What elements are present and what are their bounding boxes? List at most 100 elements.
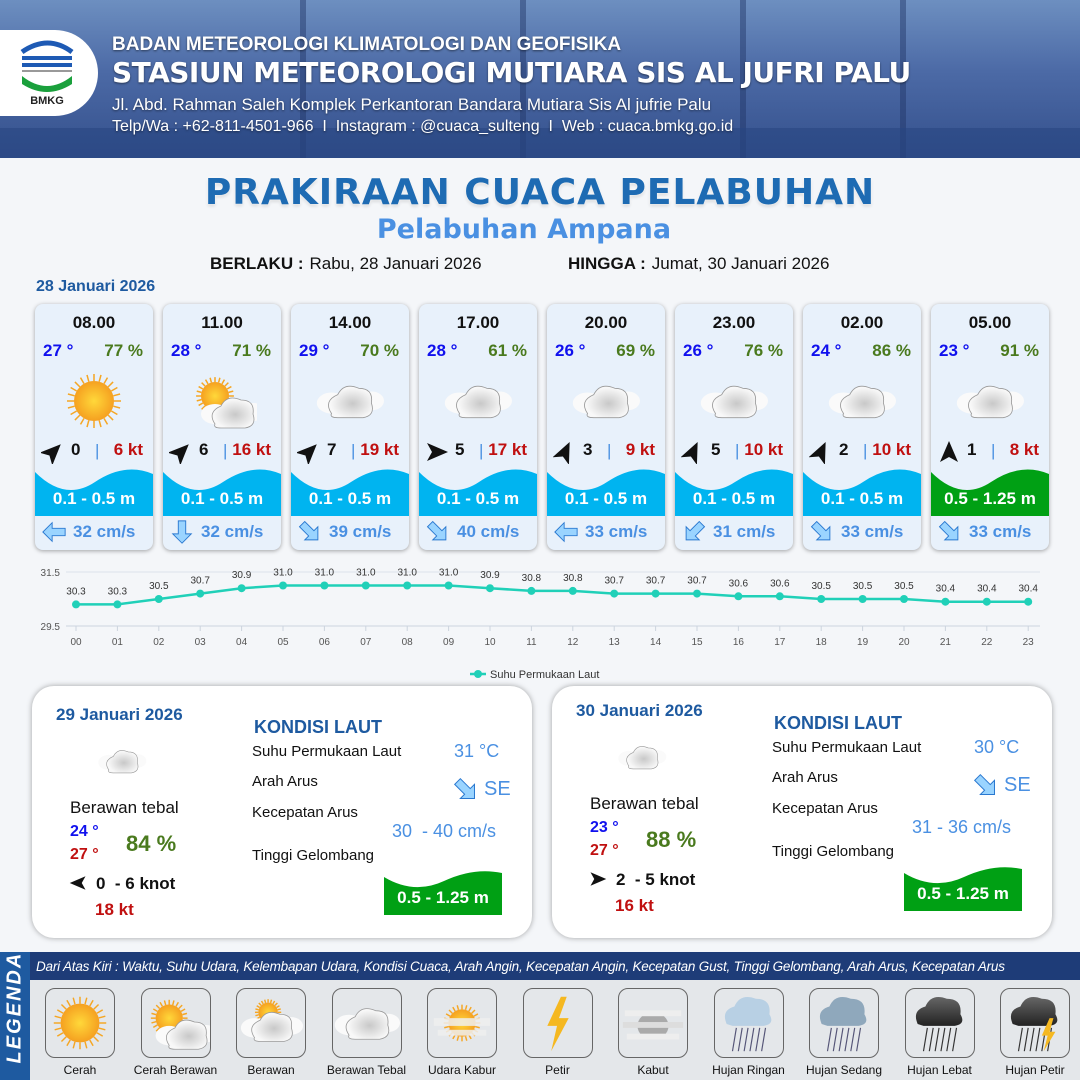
humidity: 71 % xyxy=(232,341,271,360)
data-label: 30.7 xyxy=(190,576,210,587)
data-label: 30.7 xyxy=(646,576,666,587)
wind-direction-arrow-icon xyxy=(680,440,705,465)
current-direction-label: Arah Arus xyxy=(252,773,318,790)
x-tick-label: 08 xyxy=(402,637,414,648)
data-point xyxy=(361,581,370,590)
data-point xyxy=(279,581,287,590)
data-point xyxy=(154,595,163,603)
data-point xyxy=(113,600,122,609)
port-name: Pelabuhan Ampana xyxy=(376,214,672,245)
humidity: 86 % xyxy=(872,341,911,360)
separator: | xyxy=(991,441,996,460)
wave-height: 0.1 - 0.5 m xyxy=(180,489,264,508)
wave-icon xyxy=(291,469,409,516)
wind-speed: 3 xyxy=(583,440,593,459)
wave-icon xyxy=(904,867,1022,911)
current-speed: 32 cm/s xyxy=(73,522,136,541)
gust-speed: 8 kt xyxy=(1009,440,1039,459)
daily-panel-1: 29 Januari 2026 Berawan tebal 24 ° 27 ° … xyxy=(32,686,532,938)
data-label: 30.5 xyxy=(149,581,169,592)
cerah-berawan-weather-icon xyxy=(187,366,265,436)
x-tick-label: 00 xyxy=(70,637,82,648)
cerah-weather-icon xyxy=(59,366,129,436)
svg-text:BMKG: BMKG xyxy=(30,95,64,107)
legend-kabut-icon xyxy=(618,988,688,1058)
data-point xyxy=(858,595,867,603)
x-tick-label: 18 xyxy=(816,637,828,648)
current-direction-value: SE xyxy=(1004,774,1031,796)
air-temperature: 29 ° xyxy=(299,341,330,360)
current-direction-arrow-icon xyxy=(937,518,963,546)
wave-height: 0.1 - 0.5 m xyxy=(52,489,136,508)
legend-bar xyxy=(30,952,1080,980)
wind-direction-arrow-icon xyxy=(588,870,608,888)
forecast-card-02.00: 02.00 24 ° 86 % 2 | 10 kt 0.1 - 0.5 m 33… xyxy=(803,304,921,550)
x-tick-label: 03 xyxy=(195,637,207,648)
berawan-tebal-weather-icon xyxy=(699,366,769,436)
current-direction-arrow-icon xyxy=(169,518,195,546)
sea-surface-temperature-chart: 31.5 29.5 30.3 00 30.3 01 30.5 02 30.7 03 30.9 04 31… xyxy=(41,568,1040,681)
forecast-card-11.00: 11.00 28 ° 71 % 6 | 16 kt 0.1 - 0.5 m 32… xyxy=(163,304,281,550)
current-speed-label: Kecepatan Arus xyxy=(252,804,358,821)
legend-petir-icon xyxy=(522,988,593,1058)
humidity: 70 % xyxy=(360,341,399,360)
berawan-tebal-weather-icon xyxy=(315,366,385,436)
legend-label: Hujan Ringan xyxy=(712,1063,785,1077)
weather-condition: Berawan tebal xyxy=(70,798,179,817)
gust-speed: 16 kt xyxy=(232,440,271,459)
valid-from: BERLAKU : Rabu, 28 Januari 2026 xyxy=(210,254,482,273)
legend-label: Cerah Berawan xyxy=(133,1063,218,1077)
current-direction-arrow-icon xyxy=(809,518,835,546)
forecast-card-17.00: 17.00 28 ° 61 % 5 | 17 kt 0.1 - 0.5 m 40… xyxy=(419,304,537,550)
x-tick-label: 10 xyxy=(484,637,496,648)
gust-speed: 9 kt xyxy=(625,440,655,459)
x-tick-label: 22 xyxy=(981,637,993,648)
x-tick-label: 17 xyxy=(774,637,786,648)
data-label: 31.0 xyxy=(273,568,293,579)
forecast-time: 23.00 xyxy=(712,313,756,332)
humidity: 69 % xyxy=(616,341,655,360)
x-tick-label: 13 xyxy=(609,637,621,648)
x-tick-label: 16 xyxy=(733,637,745,648)
wind-direction-arrow-icon xyxy=(39,440,65,466)
wave-height: 0.1 - 0.5 m xyxy=(436,489,520,508)
x-tick-label: 12 xyxy=(567,637,579,648)
forecast-time: 08.00 xyxy=(72,313,116,332)
separator: | xyxy=(735,441,740,460)
wind-direction-arrow-icon xyxy=(68,874,88,892)
legend-cerah-icon xyxy=(45,988,115,1058)
wave-height-value: 0.5 - 1.25 m xyxy=(397,888,489,907)
wave-icon xyxy=(931,469,1049,516)
gust-speed: 6 kt xyxy=(113,440,143,459)
data-label: 30.9 xyxy=(480,570,500,581)
wind-speed: 5 xyxy=(711,440,721,459)
humidity: 84 % xyxy=(126,831,177,856)
data-label: 30.3 xyxy=(108,586,128,597)
gust-speed: 18 kt xyxy=(95,900,134,919)
air-temperature: 23 ° xyxy=(939,341,970,360)
panel-date: 29 Januari 2026 xyxy=(56,705,183,724)
legend-label: Kabut xyxy=(637,1063,669,1077)
legend-label: Udara Kabur xyxy=(427,1063,497,1077)
berawan-tebal-weather-icon xyxy=(955,366,1025,436)
legend-label: Suhu Permukaan Laut xyxy=(490,669,599,681)
sst-value: 31 °C xyxy=(454,741,500,761)
wind-direction-arrow-icon xyxy=(552,440,577,465)
data-label: 30.5 xyxy=(811,581,831,592)
temp-min: 24 ° xyxy=(70,823,99,840)
x-tick-label: 15 xyxy=(691,637,703,648)
data-point xyxy=(568,586,577,595)
forecast-card-23.00: 23.00 26 ° 76 % 5 | 10 kt 0.1 - 0.5 m 31… xyxy=(675,304,793,550)
legend-label: Cerah xyxy=(63,1063,97,1077)
wind-speed: 6 xyxy=(199,440,209,459)
current-speed: 32 cm/s xyxy=(201,522,264,541)
current-direction-arrow-icon xyxy=(41,518,67,546)
x-tick-label: 19 xyxy=(857,637,869,648)
sea-condition-title: KONDISI LAUT xyxy=(254,717,382,737)
wind-speed: 7 xyxy=(327,440,337,459)
forecast-time: 17.00 xyxy=(456,313,500,332)
data-point xyxy=(610,589,619,598)
wind-speed: 0 xyxy=(71,440,81,459)
forecast-time: 14.00 xyxy=(328,313,372,332)
forecast-card-05.00: 05.00 23 ° 91 % 1 | 8 kt 0.5 - 1.25 m 33… xyxy=(931,304,1049,550)
